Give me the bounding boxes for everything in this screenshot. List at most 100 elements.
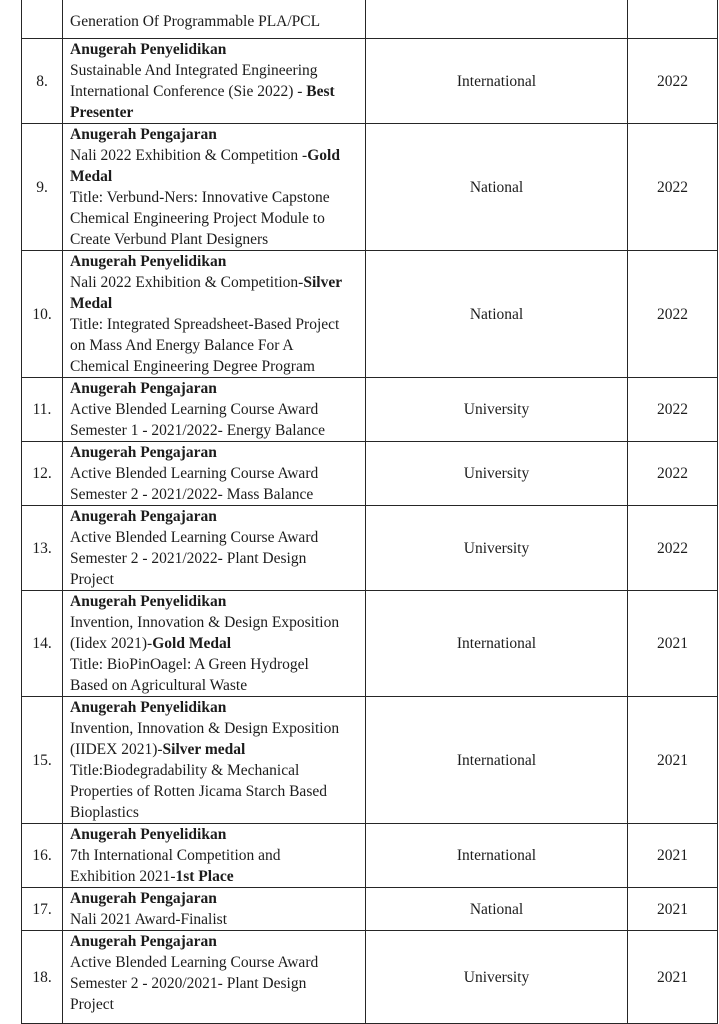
year-cell: 2021 <box>627 887 718 931</box>
text-segment: Properties of Rotten Jicama Starch Based <box>70 783 327 800</box>
description-line: Semester 2 - 2021/2022- Plant Design <box>70 548 361 569</box>
text-segment: (IIDEX 2021)- <box>70 741 163 758</box>
text-segment: Anugerah Pengajaran <box>70 508 217 525</box>
table-row: 18. Anugerah Pengajaran Active Blended Lea… <box>21 930 718 1024</box>
scope-cell <box>365 0 628 39</box>
description-line: Medal <box>70 293 361 314</box>
text-segment: Active Blended Learning Course Award <box>70 401 319 418</box>
description-line: Properties of Rotten Jicama Starch Based <box>70 781 361 802</box>
text-segment: Active Blended Learning Course Award <box>70 465 319 482</box>
scope-cell: University <box>365 377 628 442</box>
description-line: Create Verbund Plant Designers <box>70 229 361 250</box>
text-segment: Anugerah Pengajaran <box>70 380 217 397</box>
scope-cell: International <box>365 38 628 124</box>
award-description-cell: Generation Of Programmable PLA/PCL <box>62 0 366 39</box>
scope-cell: International <box>365 823 628 888</box>
row-number-cell: 18. <box>21 930 63 1024</box>
text-segment: Sustainable And Integrated Engineering <box>70 62 318 79</box>
description-line: (Iidex 2021)-Gold Medal <box>70 633 361 654</box>
year-cell: 2022 <box>627 505 718 591</box>
award-description-cell: Anugerah Penyelidikan Invention, Innovati… <box>62 590 366 697</box>
text-segment: Medal <box>70 168 113 185</box>
description-line: Title: Integrated Spreadsheet-Based Proj… <box>70 314 361 335</box>
description-line: Presenter <box>70 102 361 123</box>
text-segment: Anugerah Pengajaran <box>70 890 217 907</box>
scope-cell: International <box>365 590 628 697</box>
text-segment: Title: Verbund-Ners: Innovative Capstone <box>70 189 330 206</box>
award-description-cell: Anugerah Pengajaran Nali 2021 Award-Final… <box>62 887 366 931</box>
table-row: 12. Anugerah Pengajaran Active Blended Lea… <box>21 441 718 506</box>
scope-cell: National <box>365 250 628 378</box>
table-row: 15. Anugerah Penyelidikan Invention, Innov… <box>21 696 718 824</box>
year-cell: 2022 <box>627 123 718 251</box>
text-segment: Anugerah Penyelidikan <box>70 699 227 716</box>
text-segment: Medal <box>70 295 113 312</box>
award-description-cell: Anugerah Penyelidikan Sustainable And Int… <box>62 38 366 124</box>
description-line: Generation Of Programmable PLA/PCL <box>70 11 361 32</box>
text-segment: Title: Integrated Spreadsheet-Based Proj… <box>70 316 340 333</box>
year-cell: 2021 <box>627 930 718 1024</box>
scope-cell: International <box>365 696 628 824</box>
description-line: Sustainable And Integrated Engineering <box>70 60 361 81</box>
table-row: 17. Anugerah Pengajaran Nali 2021 Award-Fi… <box>21 887 718 931</box>
year-cell: 2022 <box>627 377 718 442</box>
text-segment: Gold Medal <box>152 635 232 652</box>
table-row: 9. Anugerah Pengajaran Nali 2022 Exhibitio… <box>21 123 718 251</box>
description-line: Medal <box>70 166 361 187</box>
text-segment: Nali 2022 Exhibition & Competition- <box>70 274 304 291</box>
text-segment: Project <box>70 996 114 1013</box>
text-segment: Nali 2021 Award-Finalist <box>70 911 228 928</box>
text-segment: Exhibition 2021- <box>70 868 176 885</box>
description-line: Based on Agricultural Waste <box>70 675 361 696</box>
text-segment: Silver medal <box>162 741 246 758</box>
description-line: Nali 2022 Exhibition & Competition-Silve… <box>70 272 361 293</box>
description-line: 7th International Competition and <box>70 845 361 866</box>
scope-cell: University <box>365 441 628 506</box>
description-line: Semester 1 - 2021/2022- Energy Balance <box>70 420 361 441</box>
row-number-cell: 8. <box>21 38 63 124</box>
description-line: Anugerah Pengajaran <box>70 889 361 910</box>
description-line: on Mass And Energy Balance For A <box>70 335 361 356</box>
description-line: Project <box>70 569 361 590</box>
description-line: Project <box>70 994 361 1015</box>
description-line: Semester 2 - 2021/2022- Mass Balance <box>70 484 361 505</box>
text-segment: Generation Of Programmable PLA/PCL <box>70 13 321 30</box>
text-segment: Invention, Innovation & Design Expositio… <box>70 614 340 631</box>
description-line: Nali 2022 Exhibition & Competition -Gold <box>70 145 361 166</box>
row-number-cell: 12. <box>21 441 63 506</box>
award-description-cell: Anugerah Pengajaran Active Blended Learni… <box>62 377 366 442</box>
scope-cell: National <box>365 887 628 931</box>
text-segment: Semester 2 - 2021/2022- Plant Design <box>70 550 307 567</box>
description-line: Chemical Engineering Project Module to <box>70 208 361 229</box>
text-segment: Anugerah Penyelidikan <box>70 41 227 58</box>
text-segment: Based on Agricultural Waste <box>70 677 248 694</box>
description-line: Active Blended Learning Course Award <box>70 527 361 548</box>
award-description-cell: Anugerah Pengajaran Active Blended Learni… <box>62 505 366 591</box>
award-description-cell: Anugerah Penyelidikan Nali 2022 Exhibitio… <box>62 250 366 378</box>
text-segment: Anugerah Pengajaran <box>70 126 217 143</box>
text-segment: 1st Place <box>175 868 234 885</box>
text-segment: Anugerah Penyelidikan <box>70 253 227 270</box>
row-number-cell: 13. <box>21 505 63 591</box>
year-cell: 2021 <box>627 590 718 697</box>
award-description-cell: Anugerah Penyelidikan Invention, Innovati… <box>62 696 366 824</box>
text-segment: Gold <box>307 147 340 164</box>
text-segment: Presenter <box>70 104 134 121</box>
row-number-cell: 14. <box>21 590 63 697</box>
table-row: 13. Anugerah Pengajaran Active Blended Lea… <box>21 505 718 591</box>
row-number-cell: 10. <box>21 250 63 378</box>
text-segment: Project <box>70 571 114 588</box>
scope-cell: University <box>365 930 628 1024</box>
table-row: 11. Anugerah Pengajaran Active Blended Lea… <box>21 377 718 442</box>
text-segment: Chemical Engineering Degree Program <box>70 358 315 375</box>
description-line: International Conference (Sie 2022) - Be… <box>70 81 361 102</box>
text-segment: Bioplastics <box>70 804 139 821</box>
description-line: Anugerah Pengajaran <box>70 443 361 464</box>
text-segment: Nali 2022 Exhibition & Competition - <box>70 147 308 164</box>
awards-table: Generation Of Programmable PLA/PCL 8. Anug… <box>21 0 718 1024</box>
scope-cell: National <box>365 123 628 251</box>
description-line: Active Blended Learning Course Award <box>70 399 361 420</box>
description-line: Anugerah Penyelidikan <box>70 40 361 61</box>
text-segment: Anugerah Penyelidikan <box>70 826 227 843</box>
